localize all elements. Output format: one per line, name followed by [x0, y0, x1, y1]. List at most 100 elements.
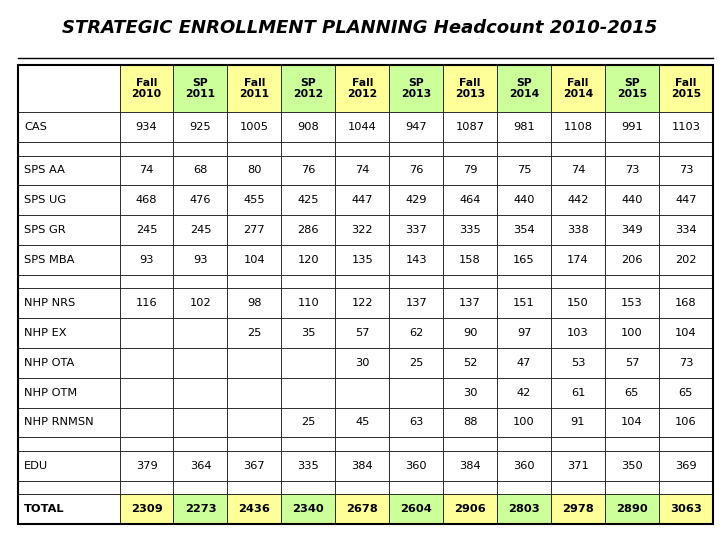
Bar [390, 215, 443, 245]
Text: 74: 74 [571, 165, 585, 176]
Text: 100: 100 [621, 328, 643, 338]
Text: SPS AA: SPS AA [24, 165, 65, 176]
Text: 30: 30 [355, 358, 369, 368]
Bar [228, 494, 282, 524]
Bar [228, 348, 282, 377]
Text: 122: 122 [351, 298, 373, 308]
Bar [390, 245, 443, 275]
Text: SP
2015: SP 2015 [617, 78, 647, 99]
Text: CAS: CAS [24, 122, 47, 132]
Bar [605, 494, 659, 524]
Text: 76: 76 [301, 165, 315, 176]
Text: 25: 25 [301, 417, 315, 428]
Text: 1087: 1087 [456, 122, 485, 132]
Bar [120, 275, 174, 288]
Bar [174, 65, 228, 112]
Text: 79: 79 [463, 165, 477, 176]
Bar [497, 451, 551, 481]
Bar [551, 437, 605, 451]
Bar [443, 185, 497, 215]
Bar [497, 156, 551, 185]
Text: SPS UG: SPS UG [24, 195, 66, 205]
Bar [282, 437, 336, 451]
Text: 53: 53 [571, 358, 585, 368]
Bar [551, 142, 605, 156]
Text: Fall
2014: Fall 2014 [563, 78, 593, 99]
Bar [605, 318, 659, 348]
Bar [659, 377, 713, 408]
Text: 88: 88 [463, 417, 477, 428]
Text: Fall
2015: Fall 2015 [671, 78, 701, 99]
Bar [390, 185, 443, 215]
Bar [443, 318, 497, 348]
Bar [605, 142, 659, 156]
Text: 364: 364 [189, 461, 211, 471]
Bar [282, 451, 336, 481]
Bar [390, 451, 443, 481]
Text: 158: 158 [459, 255, 481, 265]
Text: 349: 349 [621, 225, 643, 235]
Bar [390, 377, 443, 408]
Bar [497, 318, 551, 348]
Bar [605, 245, 659, 275]
Bar [390, 65, 443, 112]
Bar [659, 318, 713, 348]
Bar [282, 275, 336, 288]
Bar [443, 156, 497, 185]
Bar [282, 318, 336, 348]
Bar [605, 65, 659, 112]
Bar [659, 112, 713, 142]
Bar [228, 377, 282, 408]
Bar [497, 377, 551, 408]
Bar [120, 215, 174, 245]
Bar [551, 245, 605, 275]
Text: NHP NRS: NHP NRS [24, 298, 76, 308]
Text: 73: 73 [625, 165, 639, 176]
Bar [228, 275, 282, 288]
Bar [120, 112, 174, 142]
Bar [18, 215, 120, 245]
Text: 476: 476 [189, 195, 211, 205]
Text: 1005: 1005 [240, 122, 269, 132]
Text: 137: 137 [405, 298, 427, 308]
Text: 2309: 2309 [130, 504, 163, 514]
Bar [551, 494, 605, 524]
Bar [18, 481, 120, 494]
Text: Fall
2011: Fall 2011 [239, 78, 269, 99]
Text: 120: 120 [297, 255, 319, 265]
Bar [174, 437, 228, 451]
Bar [120, 437, 174, 451]
Text: 74: 74 [355, 165, 369, 176]
Text: 371: 371 [567, 461, 589, 471]
Bar [443, 215, 497, 245]
Bar [390, 112, 443, 142]
Text: SP
2014: SP 2014 [509, 78, 539, 99]
Text: SP
2012: SP 2012 [293, 78, 323, 99]
Bar [605, 288, 659, 318]
Text: 384: 384 [459, 461, 481, 471]
Text: 442: 442 [567, 195, 589, 205]
Text: 2906: 2906 [454, 504, 486, 514]
Bar [497, 348, 551, 377]
Bar [282, 245, 336, 275]
Bar [228, 481, 282, 494]
Bar [18, 377, 120, 408]
Text: 151: 151 [513, 298, 535, 308]
Text: 350: 350 [621, 461, 643, 471]
Text: NHP RNMSN: NHP RNMSN [24, 417, 94, 428]
Bar [228, 451, 282, 481]
Bar [551, 288, 605, 318]
Bar [659, 156, 713, 185]
Text: 2803: 2803 [508, 504, 540, 514]
Bar [497, 275, 551, 288]
Text: 947: 947 [405, 122, 427, 132]
Text: 65: 65 [679, 388, 693, 397]
Bar [174, 494, 228, 524]
Text: Fall
2010: Fall 2010 [132, 78, 161, 99]
Bar [443, 437, 497, 451]
Bar [336, 245, 390, 275]
Text: 447: 447 [351, 195, 373, 205]
Bar [174, 156, 228, 185]
Bar [282, 185, 336, 215]
Text: 57: 57 [355, 328, 369, 338]
